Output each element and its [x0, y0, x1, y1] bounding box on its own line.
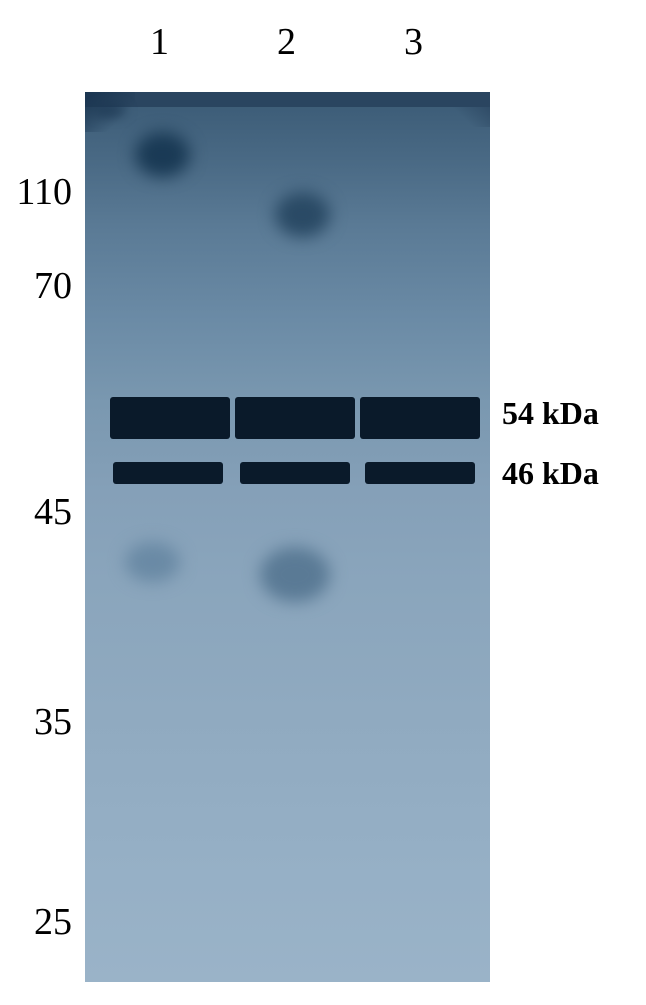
- membrane-top-edge: [85, 92, 490, 107]
- mw-marker-110: 110: [2, 170, 72, 214]
- lane-label-1: 1: [150, 20, 169, 64]
- mw-marker-25: 25: [2, 900, 72, 944]
- mw-marker-45: 45: [2, 490, 72, 534]
- band-label-54: 54 kDa: [502, 395, 599, 432]
- mw-marker-70: 70: [2, 264, 72, 308]
- artifact-mark: [95, 107, 125, 115]
- band-54kda-lane3: [360, 397, 480, 439]
- smudge-3: [260, 547, 330, 602]
- mw-marker-35: 35: [2, 700, 72, 744]
- band-46kda-lane2: [240, 462, 350, 484]
- smudge-4: [125, 542, 180, 582]
- smudge-1: [135, 132, 190, 177]
- western-blot-membrane: [85, 92, 490, 982]
- lane-label-3: 3: [404, 20, 423, 64]
- band-46kda-lane1: [113, 462, 223, 484]
- membrane-corner-tr: [450, 92, 490, 127]
- lane-label-2: 2: [277, 20, 296, 64]
- band-label-46: 46 kDa: [502, 455, 599, 492]
- band-54kda-lane1: [110, 397, 230, 439]
- band-46kda-lane3: [365, 462, 475, 484]
- band-54kda-lane2: [235, 397, 355, 439]
- smudge-2: [275, 192, 330, 237]
